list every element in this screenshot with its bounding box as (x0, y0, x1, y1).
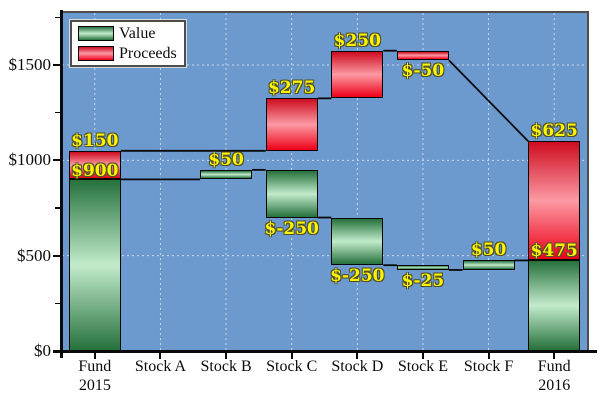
bar-value (200, 169, 253, 180)
bar-label: $-25 (401, 270, 445, 291)
bar-label: $50 (208, 149, 244, 170)
bar-label: $625 (530, 121, 578, 142)
y-axis-minor-tick (55, 111, 60, 114)
y-axis-tick (53, 64, 60, 66)
legend: Value Proceeds (70, 20, 186, 67)
legend-label-value: Value (119, 25, 156, 42)
x-axis-category-label: Stock C (259, 357, 325, 376)
y-axis-tick-label: $1500 (8, 55, 52, 74)
bar-value (462, 260, 515, 270)
x-axis-tick (225, 353, 228, 359)
plot-frame-top (62, 11, 589, 13)
bar-label: $475 (530, 241, 578, 262)
bar-proceeds (528, 141, 581, 261)
x-axis-category-label: Stock A (127, 357, 193, 376)
bar-label: $-250 (264, 218, 319, 239)
x-axis-category-label: Fund 2016 (521, 357, 587, 395)
x-axis-category-label: Stock E (390, 357, 456, 376)
bar-value (528, 260, 581, 351)
x-axis-category-label: Fund 2015 (62, 357, 128, 395)
y-axis-minor-tick (55, 207, 60, 209)
bar-value (331, 217, 384, 266)
legend-item-proceeds: Proceeds (72, 45, 184, 62)
x-axis-label-line: Stock A (134, 358, 186, 375)
bar-value (396, 265, 449, 270)
x-axis-tick (356, 353, 359, 359)
bar-label: $250 (333, 30, 381, 51)
x-axis-line (53, 350, 597, 353)
bar-value (265, 169, 318, 218)
bar-label: $50 (470, 240, 507, 261)
y-axis-minor-tick (55, 302, 60, 305)
y-axis-minor-tick (55, 16, 60, 19)
x-axis-category-label: Stock B (193, 357, 259, 376)
bar-proceeds (396, 50, 449, 61)
plot-area: $150 $900 $50 $275 $-250 $250 $-250 $-50 $-25 $50… (62, 13, 587, 351)
bar-label: $-250 (330, 266, 385, 287)
bar-proceeds (331, 50, 384, 99)
x-axis-label-line: Stock B (200, 358, 252, 375)
bar-label: $275 (268, 78, 316, 99)
legend-label-proceeds: Proceeds (119, 45, 177, 62)
x-axis-label-line: Stock C (266, 358, 318, 375)
x-axis-label-line: 2016 (538, 377, 571, 394)
connector-line (448, 59, 529, 142)
plot-frame-right (587, 11, 589, 351)
legend-item-value: Value (72, 25, 184, 42)
y-axis-tick-label: $500 (17, 245, 51, 265)
y-axis-tick-label: $0 (34, 341, 51, 360)
y-axis-tick-label: $1000 (8, 150, 52, 170)
x-axis-label-line: Fund (78, 358, 112, 375)
bar-label: $-50 (401, 61, 445, 82)
x-axis-label-line: Stock E (397, 358, 449, 375)
bar-label: $900 (71, 160, 119, 181)
y-axis-tick (53, 159, 60, 162)
bar-value (68, 179, 121, 351)
x-axis-tick (93, 353, 96, 359)
x-axis-label-line: Fund (537, 358, 571, 375)
proceeds-swatch-icon (78, 46, 114, 61)
y-axis-line (59, 10, 63, 358)
x-axis-label-line: Stock D (331, 358, 384, 375)
x-axis-category-label: Stock D (324, 357, 390, 376)
value-swatch-icon (78, 26, 114, 41)
bar-label: $150 (71, 130, 119, 151)
x-axis-tick (290, 353, 293, 359)
y-axis-tick (53, 350, 60, 352)
x-axis-category-label: Stock F (456, 357, 522, 376)
x-axis-label-line: 2015 (78, 377, 111, 394)
x-axis-label-line: Stock F (463, 358, 514, 375)
bar-proceeds (265, 98, 318, 151)
x-axis-tick (487, 353, 490, 359)
x-axis-tick (421, 353, 424, 359)
y-axis-tick (53, 254, 60, 257)
x-axis-tick (159, 353, 162, 359)
bar-proceeds (68, 150, 121, 180)
x-axis-tick (553, 353, 556, 359)
